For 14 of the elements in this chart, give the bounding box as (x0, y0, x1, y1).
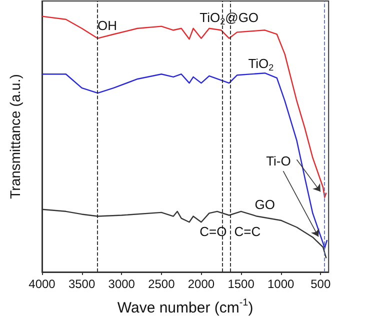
x-tick-label: 1000 (267, 277, 295, 291)
series-label: GO (254, 196, 276, 212)
ref-line-label: Ti-O (266, 153, 291, 168)
x-tick-label: 4000 (28, 277, 56, 291)
x-tick-label: 500 (310, 277, 331, 291)
x-tick-label: 3500 (68, 277, 96, 291)
ref-line-label: OH (98, 18, 118, 33)
x-tick-label: 2500 (148, 277, 176, 291)
x-tick-label: 1500 (228, 277, 255, 291)
ref-line-label: C=O (200, 224, 227, 239)
y-axis-title: Transmittance (a.u.) (7, 74, 23, 199)
ref-line-label: C=C (234, 224, 261, 239)
x-tick-label: 2000 (188, 277, 215, 291)
x-tick-label: 3000 (108, 277, 136, 291)
